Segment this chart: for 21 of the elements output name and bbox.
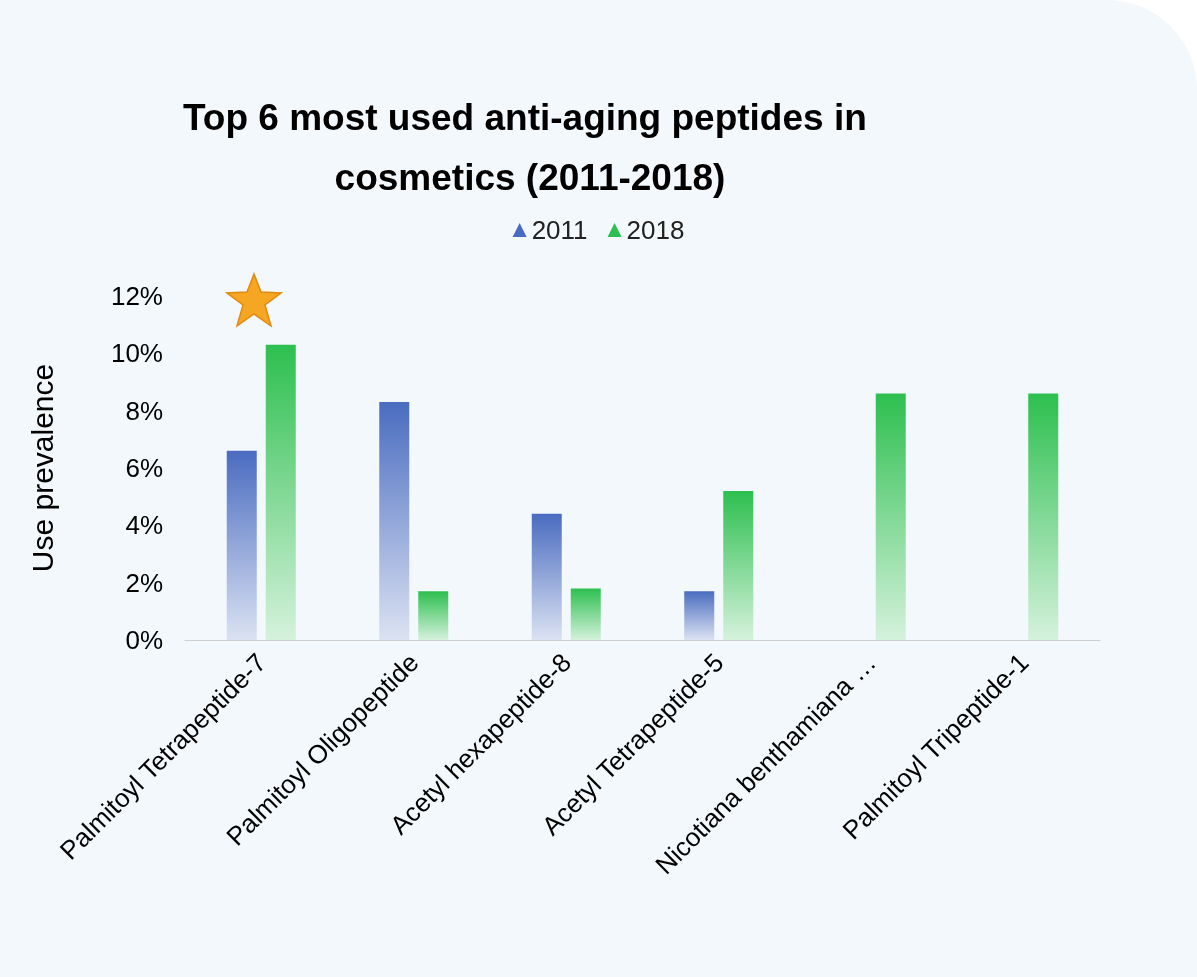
bar [570, 588, 601, 640]
y-tick-label: 4% [125, 510, 163, 541]
bar [723, 490, 754, 640]
y-tick-label: 12% [110, 281, 163, 311]
y-tick-label: 0% [125, 625, 163, 655]
bar [1028, 393, 1059, 640]
y-tick-label: 6% [125, 453, 163, 483]
bar [875, 393, 906, 640]
bar [379, 402, 410, 640]
y-tick-label: 10% [110, 338, 163, 369]
bar [531, 513, 562, 640]
bar [684, 591, 715, 640]
bar [265, 344, 296, 640]
chart-title: Top 6 most used anti-aging peptides in cosmetics (2011-2018) [182, 96, 878, 198]
legend-label: 2018 [626, 215, 685, 245]
legend-label: 2011 [531, 215, 588, 245]
bar [226, 450, 257, 640]
y-tick-label: 8% [125, 395, 163, 426]
y-tick-label: 2% [125, 567, 163, 598]
bar [418, 591, 449, 640]
y-axis-title: Use prevalence [25, 363, 59, 573]
